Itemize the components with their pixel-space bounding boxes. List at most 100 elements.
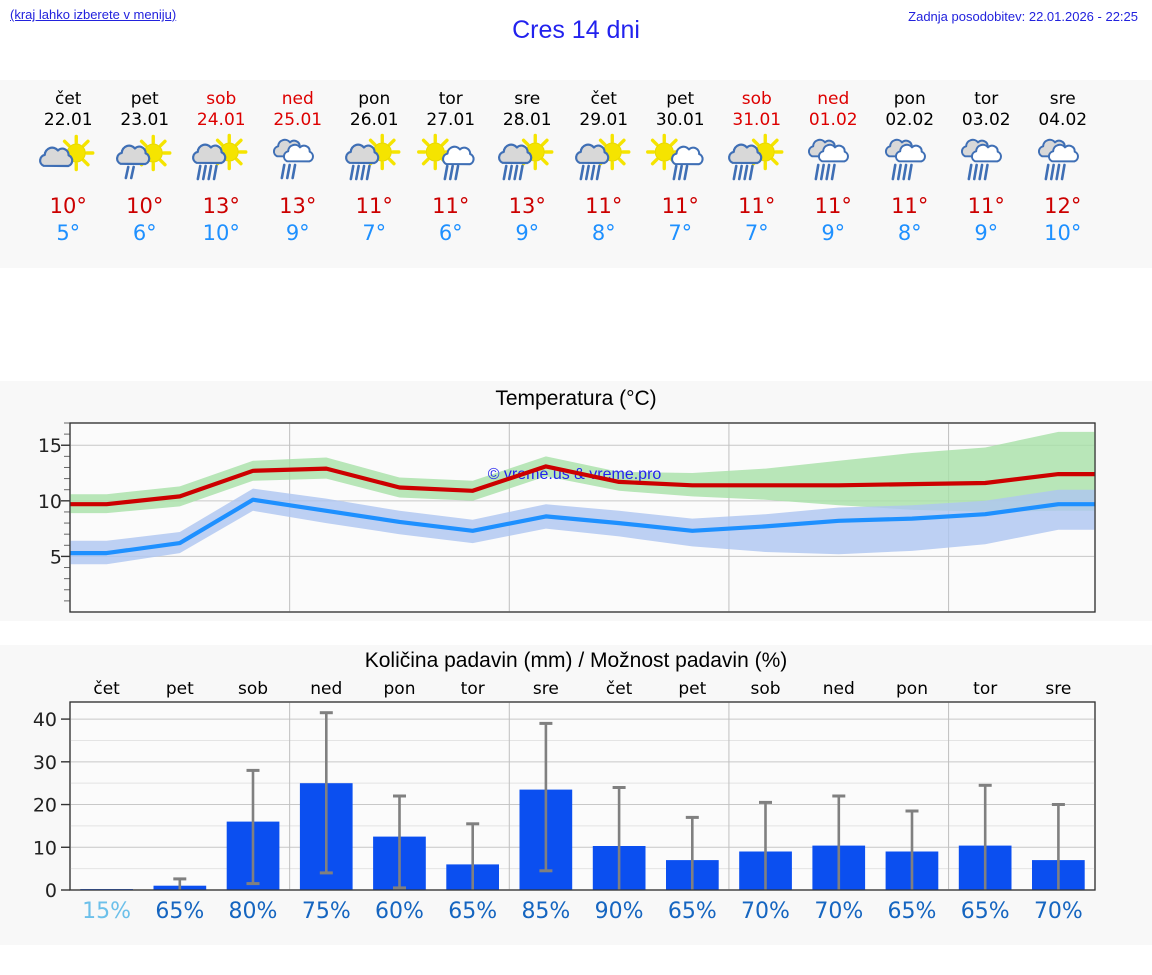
forecast-high-temp: 11° (355, 194, 393, 218)
precipitation-chart-title: Količina padavin (mm) / Možnost padavin … (364, 649, 788, 672)
svg-text:80%: 80% (229, 899, 278, 924)
page-header: (kraj lahko izberete v meniju) Cres 14 d… (0, 0, 1152, 62)
forecast-low-temp: 5° (56, 221, 81, 245)
forecast-high-temp: 10° (49, 194, 87, 218)
forecast-day-date: 30.01 (655, 110, 705, 130)
forecast-day-date: 28.01 (502, 110, 552, 130)
forecast-day-name: pon (358, 89, 391, 109)
svg-text:sre: sre (1045, 679, 1071, 699)
forecast-low-temp: 8° (897, 221, 922, 245)
forecast-high-temp: 11° (891, 194, 929, 218)
forecast-low-temp: 7° (668, 221, 693, 245)
forecast-low-temp: 9° (285, 221, 310, 245)
forecast-day-date: 22.01 (43, 110, 93, 130)
svg-text:ned: ned (310, 679, 342, 699)
svg-text:40: 40 (33, 709, 57, 731)
svg-text:pon: pon (896, 679, 928, 699)
forecast-day-column[interactable]: sre 04.02 12° 10° (1025, 80, 1102, 268)
forecast-low-temp: 9° (974, 221, 999, 245)
cloud-light-rain-icon (260, 133, 337, 193)
forecast-low-temp: 7° (744, 221, 769, 245)
svg-text:10: 10 (33, 837, 57, 859)
forecast-high-temp: 10° (126, 194, 164, 218)
svg-text:65%: 65% (448, 899, 497, 924)
svg-text:0: 0 (45, 880, 57, 902)
sun-left-cloud-rain-icon (642, 133, 719, 193)
forecast-day-date: 29.01 (579, 110, 629, 130)
temperature-chart-panel: Temperatura (°C) 5 10 15 © vreme.us & vreme… (0, 381, 1152, 621)
forecast-low-temp: 6° (438, 221, 463, 245)
cloud-rain-icon (948, 133, 1025, 193)
svg-text:65%: 65% (888, 899, 937, 924)
svg-text:70%: 70% (814, 899, 863, 924)
forecast-day-date: 02.02 (885, 110, 935, 130)
forecast-day-name: čet (590, 89, 617, 109)
sun-cloud-rain-icon (566, 133, 643, 193)
sun-cloud-rain-icon (336, 133, 413, 193)
forecast-day-date: 23.01 (120, 110, 170, 130)
sun-left-cloud-rain-icon (413, 133, 490, 193)
forecast-day-name: pet (666, 89, 695, 109)
svg-text:65%: 65% (155, 899, 204, 924)
svg-text:tor: tor (973, 679, 997, 699)
sun-cloud-rain-icon (719, 133, 796, 193)
svg-text:tor: tor (461, 679, 485, 699)
svg-text:sre: sre (533, 679, 559, 699)
svg-text:30: 30 (33, 752, 57, 774)
forecast-day-column[interactable]: sob 31.01 11° 7° (719, 80, 796, 268)
forecast-day-date: 04.02 (1038, 110, 1088, 130)
forecast-day-column[interactable]: ned 01.02 11° 9° (795, 80, 872, 268)
forecast-day-name: tor (438, 89, 463, 109)
forecast-day-date: 31.01 (732, 110, 782, 130)
svg-text:čet: čet (93, 679, 120, 699)
forecast-low-temp: 9° (515, 221, 540, 245)
forecast-day-date: 03.02 (961, 110, 1011, 130)
daily-forecast-strip: čet 22.01 10° 5° pet 23.01 10° 6° sob 24.01 13° 10°… (0, 80, 1152, 268)
forecast-day-column[interactable]: tor 27.01 11° 6° (413, 80, 490, 268)
svg-text:70%: 70% (1034, 899, 1083, 924)
location-menu-note[interactable]: (kraj lahko izberete v meniju) (10, 7, 177, 22)
forecast-day-column[interactable]: čet 22.01 10° 5° (30, 80, 107, 268)
page-title: Cres 14 dni (512, 16, 640, 44)
forecast-low-temp: 7° (362, 221, 387, 245)
forecast-high-temp: 11° (432, 194, 470, 218)
forecast-low-temp: 8° (591, 221, 616, 245)
forecast-day-column[interactable]: čet 29.01 11° 8° (566, 80, 643, 268)
forecast-day-column[interactable]: pet 30.01 11° 7° (642, 80, 719, 268)
forecast-day-date: 25.01 (273, 110, 323, 130)
forecast-day-date: 26.01 (349, 110, 399, 130)
forecast-low-temp: 9° (821, 221, 846, 245)
forecast-day-column[interactable]: pet 23.01 10° 6° (107, 80, 184, 268)
svg-text:pon: pon (384, 679, 416, 699)
svg-text:pet: pet (166, 679, 194, 699)
forecast-day-column[interactable]: sob 24.01 13° 10° (183, 80, 260, 268)
svg-text:15: 15 (38, 435, 62, 457)
forecast-high-temp: 12° (1044, 194, 1082, 218)
forecast-day-column[interactable]: tor 03.02 11° 9° (948, 80, 1025, 268)
forecast-day-column[interactable]: pon 02.02 11° 8° (872, 80, 949, 268)
svg-text:5: 5 (50, 546, 62, 568)
forecast-day-date: 27.01 (426, 110, 476, 130)
sun-cloud-light-rain-icon (107, 133, 184, 193)
svg-text:75%: 75% (302, 899, 351, 924)
strip-left-pad (0, 80, 30, 268)
svg-text:60%: 60% (375, 899, 424, 924)
forecast-day-name: ned (281, 89, 314, 109)
svg-text:15%: 15% (82, 899, 131, 924)
forecast-day-column[interactable]: sre 28.01 13° 9° (489, 80, 566, 268)
forecast-day-column[interactable]: ned 25.01 13° 9° (260, 80, 337, 268)
forecast-low-temp: 10° (202, 221, 240, 245)
temperature-chart-title: Temperatura (°C) (495, 387, 657, 410)
forecast-high-temp: 13° (279, 194, 317, 218)
forecast-high-temp: 11° (738, 194, 776, 218)
forecast-high-temp: 11° (814, 194, 852, 218)
cloud-rain-icon (872, 133, 949, 193)
forecast-day-column[interactable]: pon 26.01 11° 7° (336, 80, 413, 268)
cloud-rain-icon (1025, 133, 1102, 193)
forecast-day-name: pet (130, 89, 159, 109)
svg-text:ned: ned (823, 679, 855, 699)
sun-cloud-rain-icon (489, 133, 566, 193)
precipitation-chart-svg: čet pet sob ned pon tor sre čet pet sob ned pon tor s… (33, 679, 1096, 924)
forecast-day-name: ned (817, 89, 850, 109)
